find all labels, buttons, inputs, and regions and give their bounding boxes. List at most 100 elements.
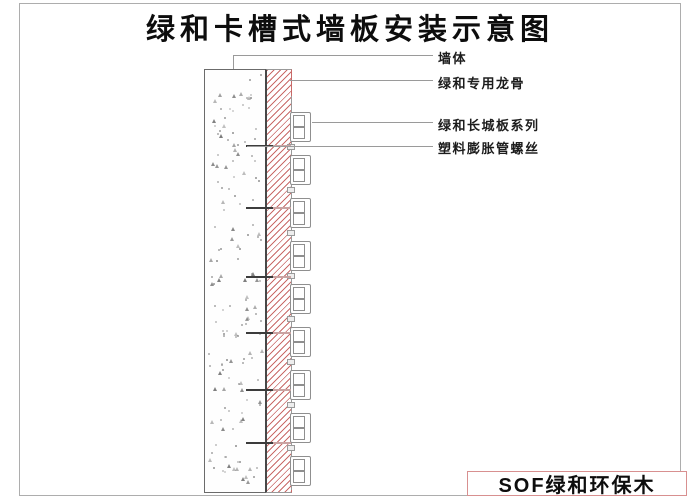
concrete-speckle [222, 333, 225, 336]
concrete-speckle [229, 304, 232, 307]
screw-tick [246, 276, 273, 278]
clip-groove-cell [292, 458, 305, 471]
concrete-speckle [230, 227, 235, 232]
concrete-speckle [218, 371, 223, 376]
concrete-speckle [230, 237, 235, 242]
concrete-speckle [216, 260, 219, 263]
concrete-speckle [242, 104, 245, 107]
screw-tick [246, 389, 273, 391]
clip-groove-cell [292, 342, 305, 354]
brand-box: SOF绿和环保木 [467, 471, 687, 497]
concrete-speckle [241, 170, 246, 175]
concrete-speckle [249, 78, 252, 81]
concrete-speckle [247, 350, 252, 355]
concrete-speckle [253, 138, 256, 141]
concrete-speckle [224, 455, 227, 458]
concrete-speckle [223, 470, 226, 473]
panel-clip-profile [290, 155, 311, 185]
concrete-speckle [225, 359, 228, 362]
concrete-speckle [250, 154, 253, 157]
concrete-speckle [258, 404, 261, 407]
concrete-speckle [220, 186, 223, 189]
concrete-speckle [243, 474, 248, 479]
concrete-speckle [223, 117, 226, 120]
concrete-speckle [246, 399, 249, 402]
concrete-speckle [247, 107, 250, 110]
concrete-speckle [209, 419, 214, 424]
concrete-speckle [231, 110, 234, 113]
clip-groove-cell [292, 471, 305, 483]
concrete-speckle [232, 94, 237, 99]
concrete-speckle [259, 349, 264, 354]
concrete-speckle [234, 466, 239, 471]
concrete-speckle [236, 144, 239, 147]
concrete-speckle [238, 382, 241, 385]
concrete-speckle [210, 275, 213, 278]
concrete-speckle [251, 224, 254, 227]
concrete-speckle [236, 243, 241, 248]
clip-groove-cell [292, 428, 305, 440]
clip-foot-notch [287, 316, 295, 322]
concrete-speckle [233, 194, 236, 197]
concrete-speckle [227, 187, 230, 190]
concrete-speckle [231, 427, 234, 430]
concrete-speckle [239, 92, 244, 97]
concrete-speckle [251, 357, 254, 360]
concrete-speckle [254, 160, 257, 163]
concrete-speckle [234, 336, 237, 339]
concrete-speckle [251, 271, 256, 276]
concrete-speckle [254, 278, 259, 283]
screw-tick-shaft [273, 442, 291, 444]
concrete-speckle [241, 417, 246, 422]
concrete-speckle [208, 258, 213, 263]
wall-leader-vertical [233, 55, 234, 69]
concrete-speckle [213, 125, 216, 128]
concrete-speckle [214, 320, 217, 323]
concrete-speckle [238, 461, 241, 464]
concrete-speckle [231, 467, 236, 472]
concrete-speckle [241, 412, 244, 415]
concrete-speckle [221, 470, 224, 473]
keel-leader-line [290, 80, 433, 81]
keel-callout-label: 绿和专用龙骨 [438, 76, 526, 91]
concrete-speckle [226, 138, 229, 141]
concrete-speckle [247, 466, 252, 471]
concrete-speckle [242, 278, 247, 283]
concrete-speckle [251, 272, 254, 275]
screw-tick-shaft [273, 332, 291, 334]
concrete-speckle [234, 444, 237, 447]
panel-clip-profile [290, 241, 311, 271]
concrete-speckle [241, 476, 246, 481]
clip-groove-cell [292, 157, 305, 170]
screw-tick [246, 332, 273, 334]
clip-groove-cell [292, 286, 305, 299]
clip-foot-notch [287, 144, 295, 150]
clip-groove-cell [292, 329, 305, 342]
concrete-speckle [223, 335, 225, 338]
concrete-speckle [216, 278, 221, 283]
screw-leader-line [247, 146, 433, 147]
concrete-speckle [210, 282, 215, 287]
clip-groove-cell [292, 243, 305, 256]
concrete-speckle [236, 461, 239, 464]
concrete-speckle [220, 200, 225, 205]
clip-groove-cell [292, 127, 305, 139]
panel-clip-profile [290, 112, 311, 142]
keel-hatch-strip [265, 69, 292, 493]
clip-groove-cell [292, 114, 305, 127]
clip-groove-cell [292, 415, 305, 428]
screw-tick-shaft [273, 389, 291, 391]
concrete-speckle [245, 317, 250, 322]
concrete-speckle [239, 388, 244, 393]
concrete-speckle [214, 304, 217, 307]
clip-foot-notch [287, 187, 295, 193]
concrete-speckle [228, 358, 233, 363]
concrete-speckle [221, 426, 226, 431]
concrete-speckle [214, 163, 219, 168]
clip-foot-notch [287, 402, 295, 408]
panel-leader-line [312, 122, 433, 123]
concrete-speckle [255, 313, 258, 316]
concrete-speckle [238, 203, 241, 206]
concrete-speckle [213, 226, 216, 229]
concrete-speckle [219, 418, 222, 421]
